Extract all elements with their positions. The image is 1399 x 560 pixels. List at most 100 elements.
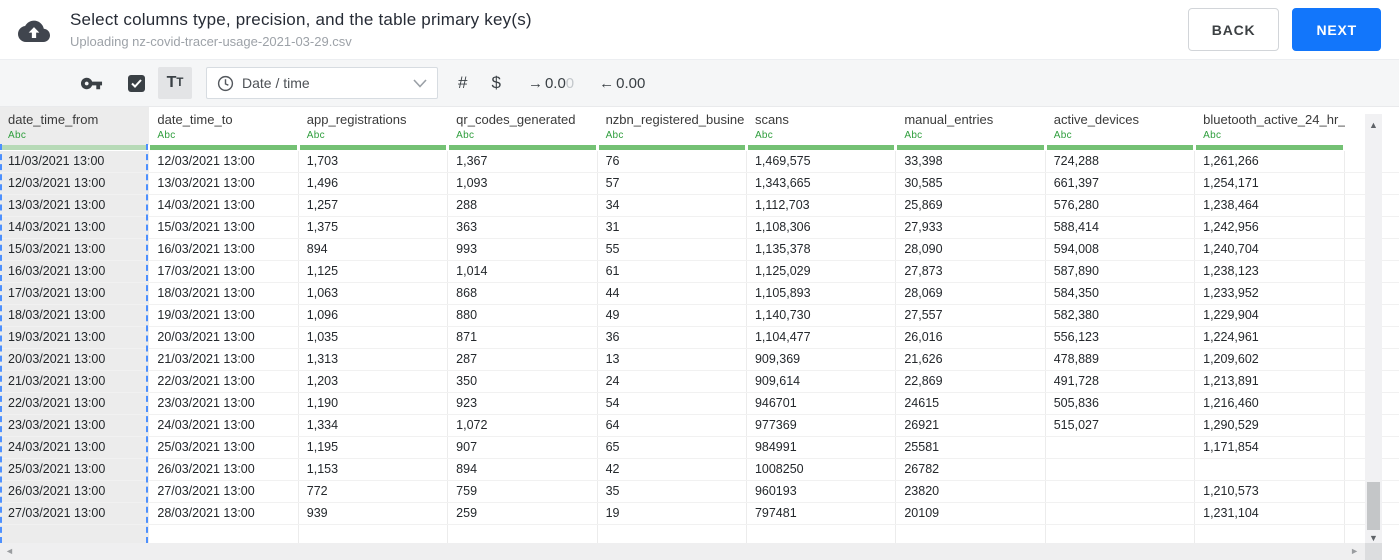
column-header-qr_codes_generated[interactable]: qr_codes_generated Abc	[448, 107, 597, 145]
next-button[interactable]: NEXT	[1292, 8, 1381, 51]
column-type-badge: Abc	[904, 130, 923, 141]
table-cell	[896, 525, 1046, 543]
column-type-badge: Abc	[754, 130, 774, 141]
table-cell: 17/03/2021 13:00	[149, 261, 299, 282]
table-cell: 31	[598, 217, 747, 238]
table-cell: 13	[598, 349, 747, 370]
column-header-date_time_from[interactable]: date_time_from Abc	[0, 107, 150, 145]
table-row: 20/03/2021 13:00 21/03/2021 13:00 1,313 287…	[0, 349, 1399, 371]
table-cell	[1046, 481, 1196, 502]
table-cell: 1,108,306	[747, 217, 897, 238]
column-name: date_time_to	[157, 112, 233, 127]
table-cell: 363	[448, 217, 598, 238]
table-cell: 27/03/2021 13:00	[149, 481, 299, 502]
table-cell: 1,254,171	[1195, 173, 1345, 194]
table-cell: 1,112,703	[747, 195, 897, 216]
table-cell: 11/03/2021 13:00	[0, 151, 150, 172]
table-cell: 946701	[747, 393, 897, 414]
table-row: 12/03/2021 13:00 13/03/2021 13:00 1,496 1,0…	[0, 173, 1399, 195]
column-header-bluetooth_active_24_hr_[interactable]: bluetooth_active_24_hr_ Abc	[1195, 107, 1344, 145]
column-selection-segment	[1046, 145, 1195, 151]
column-type-badge: Abc	[1053, 130, 1072, 141]
table-cell: 24/03/2021 13:00	[149, 415, 299, 436]
column-header-manual_entries[interactable]: manual_entries Abc	[896, 107, 1045, 145]
include-column-checkbox[interactable]	[128, 74, 145, 92]
table-cell: 17/03/2021 13:00	[0, 283, 150, 304]
cloud-upload-icon	[18, 20, 50, 42]
table-cell: 587,890	[1046, 261, 1196, 282]
table-cell: 759	[448, 481, 598, 502]
column-header-scans[interactable]: scans Abc	[747, 107, 896, 145]
table-cell: 18/03/2021 13:00	[149, 283, 299, 304]
decrease-decimal-button[interactable]: → 0.0 0	[527, 74, 575, 92]
table-header-row: date_time_from Abc date_time_to Abc app_regi…	[0, 107, 1399, 145]
table-cell: 21,626	[896, 349, 1046, 370]
table-cell: 478,889	[1046, 349, 1196, 370]
table-row: 16/03/2021 13:00 17/03/2021 13:00 1,125 1,0…	[0, 261, 1399, 283]
table-cell: 16/03/2021 13:00	[149, 239, 299, 260]
table-cell: 1,014	[448, 261, 598, 282]
table-cell: 1,125	[299, 261, 449, 282]
table-cell: 894	[448, 459, 598, 480]
back-button[interactable]: BACK	[1187, 8, 1280, 51]
column-selection-segment	[0, 145, 149, 151]
table-cell: 21/03/2021 13:00	[149, 349, 299, 370]
table-cell: 661,397	[1046, 173, 1196, 194]
table-cell	[0, 525, 150, 543]
vertical-scroll-thumb[interactable]	[1367, 482, 1380, 530]
table-cell: 1,238,123	[1195, 261, 1345, 282]
table-cell: 909,614	[747, 371, 897, 392]
table-cell: 57	[598, 173, 747, 194]
table-cell: 939	[299, 503, 449, 524]
table-row: 13/03/2021 13:00 14/03/2021 13:00 1,257 288…	[0, 195, 1399, 217]
table-cell: 594,008	[1046, 239, 1196, 260]
table-cell: 556,123	[1046, 327, 1196, 348]
number-type-button[interactable]: #	[458, 73, 468, 92]
column-type-select[interactable]: Date / time	[206, 67, 438, 99]
table-cell: 23/03/2021 13:00	[0, 415, 150, 436]
column-selection-segment	[448, 145, 597, 151]
table-cell: 1,063	[299, 283, 449, 304]
table-cell: 923	[448, 393, 598, 414]
table-row-partial	[0, 525, 1399, 543]
table-cell: 1,238,464	[1195, 195, 1345, 216]
table-cell: 34	[598, 195, 747, 216]
column-selection-bar	[0, 145, 1399, 151]
column-type-badge: Abc	[605, 130, 624, 141]
table-cell	[149, 525, 299, 543]
increase-decimal-button[interactable]: ← 0.00	[599, 74, 646, 92]
horizontal-scrollbar[interactable]: ◄ ►	[0, 543, 1365, 560]
column-header-nzbn_registered_busine[interactable]: nzbn_registered_busine Abc	[598, 107, 747, 145]
table-row: 23/03/2021 13:00 24/03/2021 13:00 1,334 1,0…	[0, 415, 1399, 437]
table-cell: 76	[598, 151, 747, 172]
table-cell: 25/03/2021 13:00	[149, 437, 299, 458]
table-cell: 907	[448, 437, 598, 458]
table-row: 15/03/2021 13:00 16/03/2021 13:00 894 993 55…	[0, 239, 1399, 261]
table-cell: 24	[598, 371, 747, 392]
column-header-app_registrations[interactable]: app_registrations Abc	[299, 107, 448, 145]
table-row: 11/03/2021 13:00 12/03/2021 13:00 1,703 1,3…	[0, 151, 1399, 173]
currency-type-button[interactable]: $	[491, 73, 501, 92]
table-cell: 1,334	[299, 415, 449, 436]
scroll-down-arrow[interactable]: ▼	[1369, 533, 1378, 543]
table-cell: 287	[448, 349, 598, 370]
table-cell: 19/03/2021 13:00	[0, 327, 150, 348]
arrow-left-icon: ←	[599, 74, 615, 92]
table-cell: 1,242,956	[1195, 217, 1345, 238]
table-cell: 515,027	[1046, 415, 1196, 436]
vertical-scrollbar[interactable]: ▲ ▼	[1365, 114, 1382, 547]
table-cell: 35	[598, 481, 747, 502]
scroll-right-arrow[interactable]: ►	[1350, 546, 1359, 556]
column-selection-segment	[299, 145, 448, 151]
primary-key-icon[interactable]	[80, 72, 103, 95]
column-header-active_devices[interactable]: active_devices Abc	[1046, 107, 1195, 145]
table-cell: 15/03/2021 13:00	[149, 217, 299, 238]
scroll-left-arrow[interactable]: ◄	[5, 546, 14, 556]
column-header-date_time_to[interactable]: date_time_to Abc	[149, 107, 298, 145]
scroll-up-arrow[interactable]: ▲	[1369, 120, 1378, 130]
column-name: manual_entries	[904, 112, 994, 127]
table-cell: 18/03/2021 13:00	[0, 305, 150, 326]
table-cell: 64	[598, 415, 747, 436]
table-cell	[299, 525, 449, 543]
